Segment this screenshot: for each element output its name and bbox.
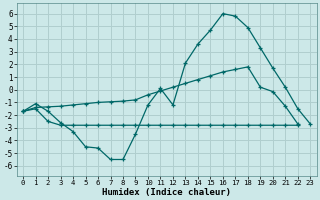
- X-axis label: Humidex (Indice chaleur): Humidex (Indice chaleur): [102, 188, 231, 197]
